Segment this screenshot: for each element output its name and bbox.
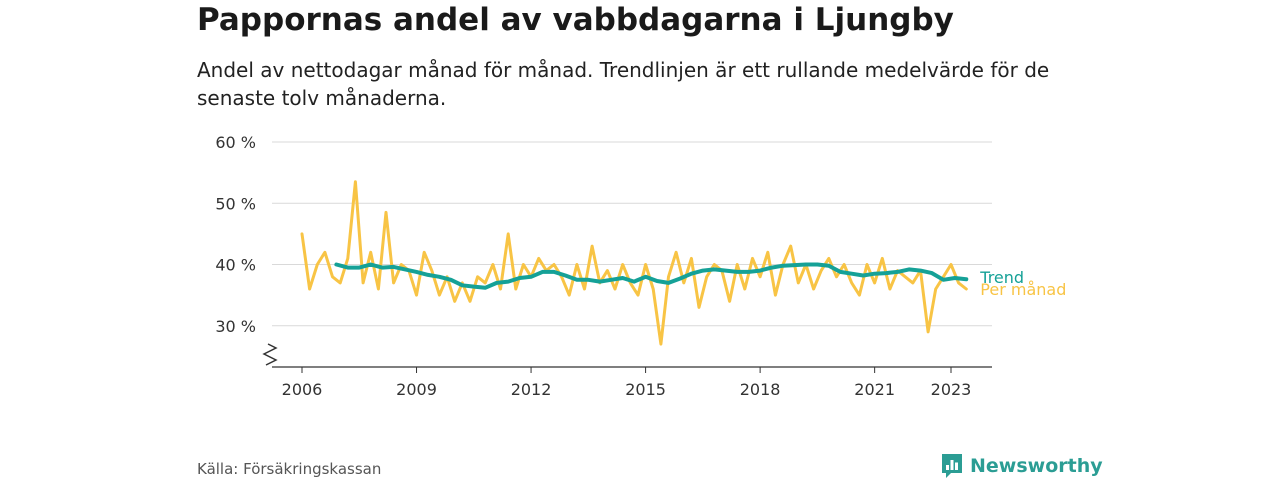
chart-subtitle: Andel av nettodagar månad för månad. Tre… (197, 58, 1050, 110)
x-tick-label: 2009 (396, 380, 437, 399)
page-title: Pappornas andel av vabbdagarna i Ljungby (197, 2, 954, 38)
trend-label: Trend (979, 268, 1024, 287)
x-tick-label: 2018 (740, 380, 781, 399)
grid-lines (272, 141, 992, 327)
x-tick-label: 2015 (625, 380, 666, 399)
y-tick-label: 60 % (215, 133, 256, 152)
brand-logo[interactable]: Newsworthy (940, 451, 1103, 481)
x-tick-label: 2023 (931, 380, 972, 399)
monthly-line (300, 180, 968, 346)
y-tick-label: 30 % (215, 317, 256, 336)
series-lines (300, 180, 969, 346)
y-tick-label: 40 % (215, 256, 256, 275)
y-axis-ticks: 30 % 40 % 50 % 60 % (215, 133, 256, 336)
axis-break-zigzag (262, 343, 278, 366)
line-chart: 30 % 40 % 50 % 60 % 2006 2009 2012 2015 2018 202… (215, 133, 1066, 399)
trend-line (334, 262, 969, 290)
x-tick-label: 2006 (282, 380, 323, 399)
x-axis: 2006 2009 2012 2015 2018 2021 2023 (272, 366, 992, 399)
brand-name: Newsworthy (970, 455, 1103, 477)
zigzag-axis-break-icon (262, 343, 278, 366)
source-note: Källa: Försäkringskassan (197, 460, 382, 478)
bar-chart-bubble-icon (942, 454, 962, 478)
x-tick-label: 2012 (511, 380, 552, 399)
y-tick-label: 50 % (215, 194, 256, 213)
x-tick-label: 2021 (854, 380, 895, 399)
monthly-label: Per månad (980, 280, 1066, 299)
